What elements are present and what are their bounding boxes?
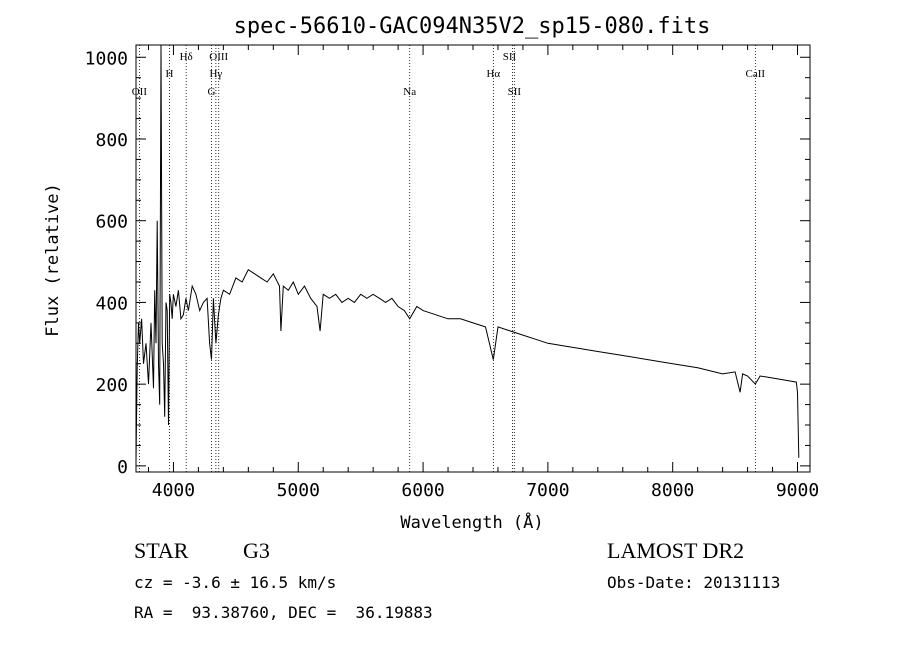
survey-label: LAMOST DR2 bbox=[607, 538, 745, 563]
y-axis-label: Flux (relative) bbox=[43, 183, 63, 337]
x-tick-label: 6000 bbox=[401, 480, 444, 501]
x-axis-label: Wavelength (Å) bbox=[400, 511, 543, 533]
object-class: STAR bbox=[134, 538, 189, 563]
spectral-line-label: Na bbox=[403, 86, 416, 98]
y-tick-label: 600 bbox=[95, 212, 128, 233]
x-tick-label: 4000 bbox=[152, 480, 195, 501]
spectral-line-label: SII bbox=[508, 86, 522, 98]
spectrum-series bbox=[135, 44, 800, 462]
y-tick-label: 800 bbox=[95, 130, 128, 151]
x-tick-label: 8000 bbox=[651, 480, 694, 501]
spectral-line-label: Hα bbox=[486, 68, 500, 80]
x-tick-label: 7000 bbox=[526, 480, 569, 501]
redshift-text: cz = -3.6 ± 16.5 km/s bbox=[134, 573, 337, 592]
y-tick-label: 1000 bbox=[85, 48, 128, 69]
object-subclass: G3 bbox=[243, 538, 270, 563]
obs-date-text: Obs-Date: 20131113 bbox=[607, 573, 781, 592]
spectral-line-label: Hγ bbox=[209, 68, 222, 80]
x-tick-label: 5000 bbox=[277, 480, 320, 501]
y-tick-label: 0 bbox=[117, 457, 128, 478]
x-tick-label: 9000 bbox=[776, 480, 819, 501]
spectrum-line bbox=[135, 44, 800, 462]
spectral-line-label: SII bbox=[503, 51, 517, 63]
spectral-line-label: G bbox=[208, 86, 216, 98]
y-tick-label: 200 bbox=[95, 375, 128, 396]
spectral-line-label: OII bbox=[132, 86, 148, 98]
chart-title: spec-56610-GAC094N35V2_sp15-080.fits bbox=[234, 14, 711, 39]
spectral-line-label: OIII bbox=[209, 51, 228, 63]
y-tick-label: 400 bbox=[95, 293, 128, 314]
plot-axes: 4000 5000 6000 7000 8000 9000 0 200 400 600 800 100… bbox=[85, 44, 819, 501]
spectral-line-label: CaII bbox=[746, 68, 766, 80]
spectral-line-label: Hδ bbox=[180, 51, 193, 63]
coordinates-text: RA = 93.38760, DEC = 36.19883 bbox=[134, 603, 433, 622]
plot-frame bbox=[135, 44, 811, 473]
spectral-line-label: H bbox=[165, 68, 173, 80]
